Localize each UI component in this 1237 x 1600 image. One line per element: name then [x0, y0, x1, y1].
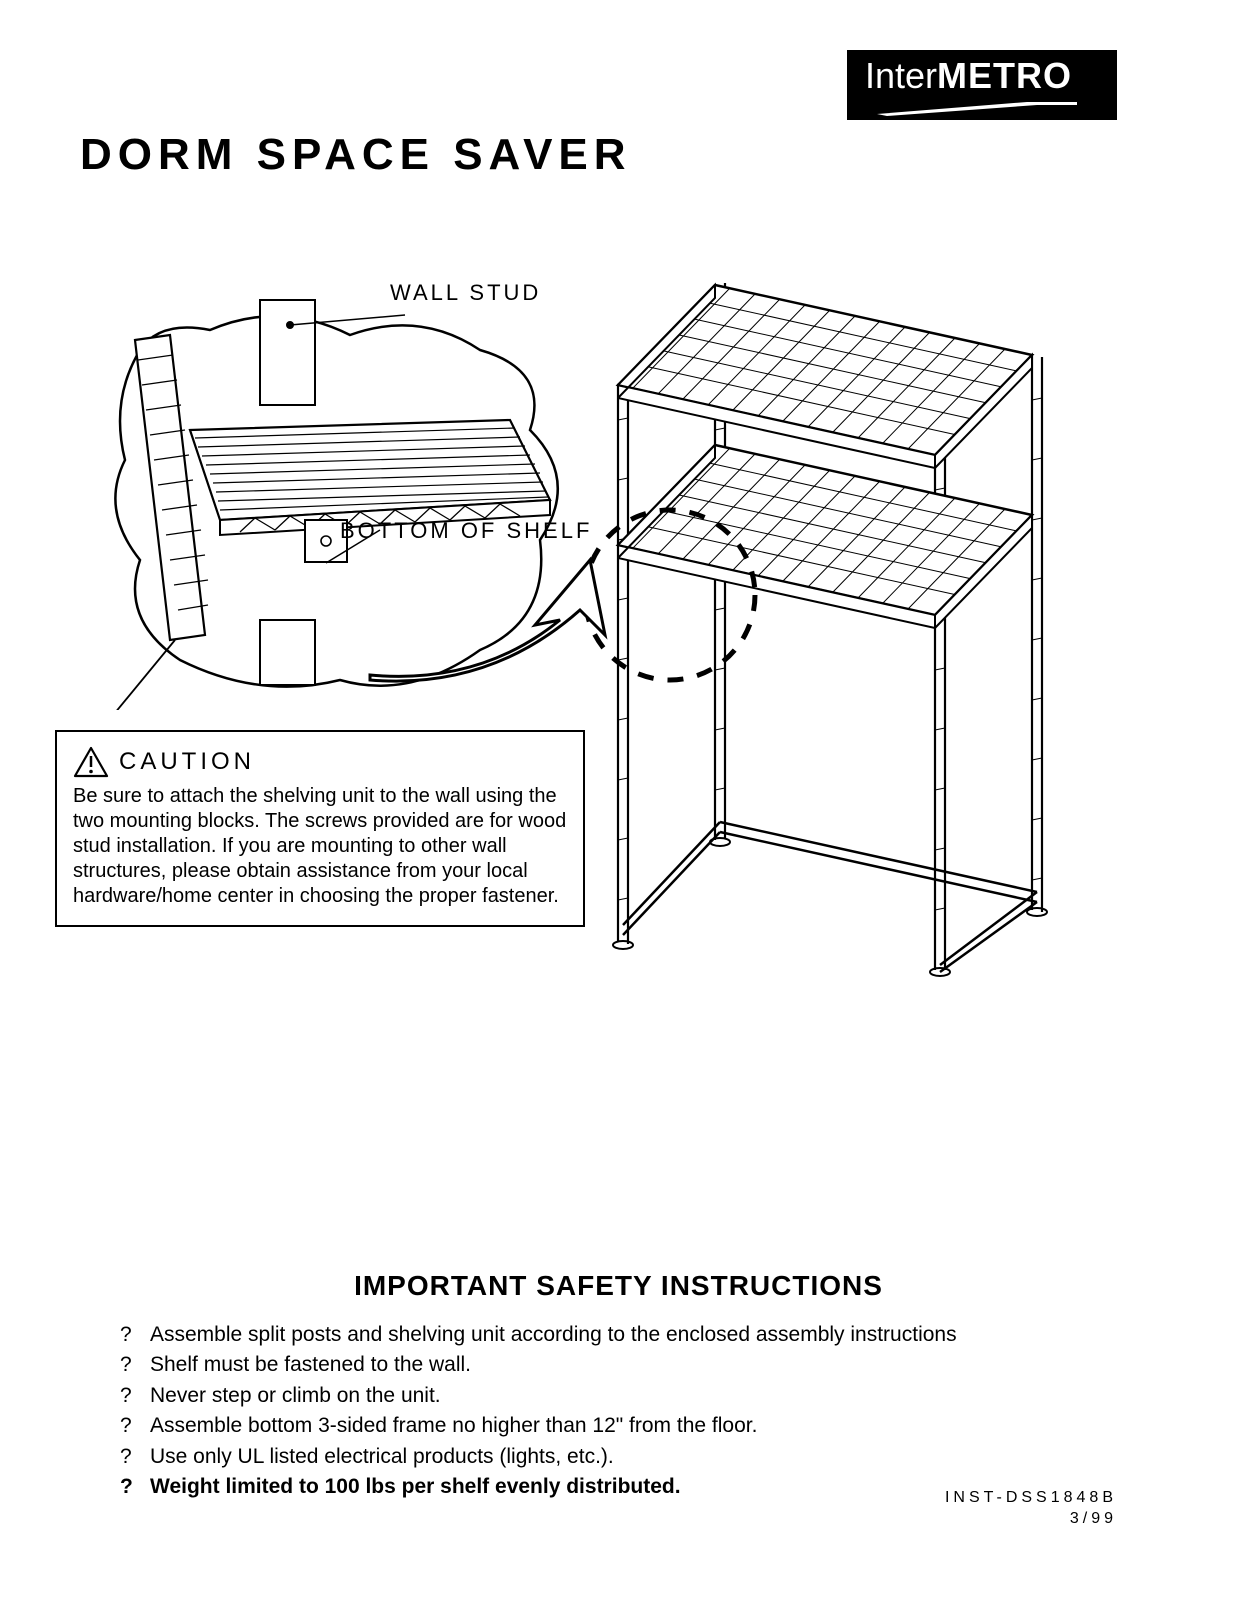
- safety-item: Shelf must be fastened to the wall.: [120, 1350, 1157, 1380]
- bottom-shelf-label: BOTTOM OF SHELF: [340, 518, 592, 544]
- doc-date: 3/99: [945, 1509, 1117, 1530]
- caution-heading: CAUTION: [119, 748, 255, 776]
- document-footer: INST-DSS1848B 3/99: [945, 1488, 1117, 1530]
- brand-logo: InterMETRO: [847, 50, 1117, 120]
- safety-heading: IMPORTANT SAFETY INSTRUCTIONS: [80, 1270, 1157, 1302]
- logo-text-1: Inter: [865, 55, 937, 96]
- warning-triangle-icon: [73, 746, 109, 778]
- logo-text-2: METRO: [937, 55, 1072, 96]
- safety-item: Never step or climb on the unit.: [120, 1381, 1157, 1411]
- safety-instructions-section: IMPORTANT SAFETY INSTRUCTIONS Assemble s…: [80, 1270, 1157, 1503]
- callout-arrow-icon: [360, 540, 640, 690]
- caution-body-text: Be sure to attach the shelving unit to t…: [73, 784, 567, 909]
- logo-swoosh-icon: [877, 102, 1077, 116]
- assembly-diagram: WALL STUD BOTTOM OF SHELF CAUTION Be sur…: [80, 250, 1157, 1050]
- wall-stud-label: WALL STUD: [390, 280, 541, 306]
- caution-box: CAUTION Be sure to attach the shelving u…: [55, 730, 585, 927]
- safety-list: Assemble split posts and shelving unit a…: [80, 1320, 1157, 1503]
- safety-item: Assemble split posts and shelving unit a…: [120, 1320, 1157, 1350]
- doc-code: INST-DSS1848B: [945, 1488, 1117, 1509]
- safety-item: Assemble bottom 3-sided frame no higher …: [120, 1411, 1157, 1441]
- safety-item: Use only UL listed electrical products (…: [120, 1442, 1157, 1472]
- page-title: DORM SPACE SAVER: [80, 130, 632, 180]
